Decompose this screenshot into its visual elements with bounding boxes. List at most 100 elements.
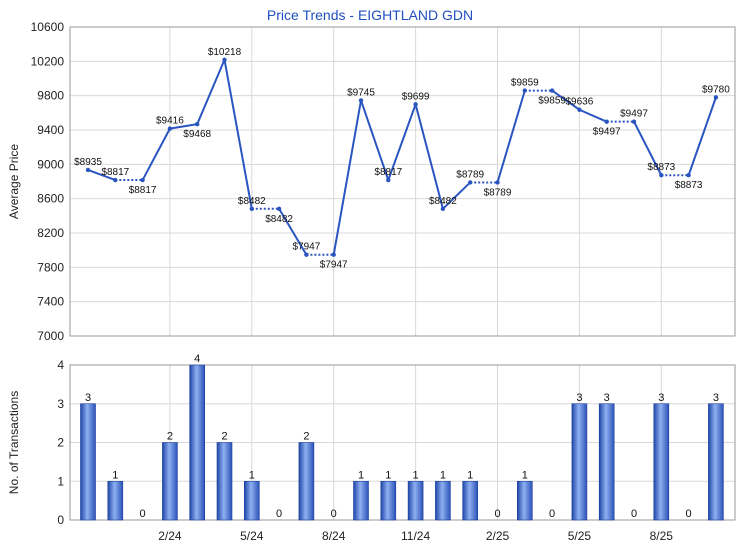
data-point [304,252,309,257]
x-tick-label: 2/25 [486,529,510,543]
line-segment [442,181,471,210]
y-tick-label: 7400 [37,295,64,309]
bar [216,442,233,521]
bar-value-label: 0 [331,508,337,520]
data-label: $9497 [593,127,621,138]
data-point [113,177,118,183]
line-segment [141,128,171,181]
data-point [85,167,91,173]
bar [653,403,670,521]
line-segment [196,59,226,125]
data-label: $10218 [208,47,242,58]
data-label: $9745 [347,87,375,98]
line-segment [633,121,663,176]
bar-value-label: 0 [494,508,500,520]
x-tick-label: 2/24 [158,529,182,543]
y-tick-label: 7000 [37,329,64,343]
data-label: $8817 [101,167,129,178]
line-segment [578,108,608,123]
data-label: $8789 [456,169,484,180]
bar [162,442,178,521]
line-segment [387,103,417,181]
data-point [495,180,500,185]
data-label: $8482 [238,196,266,207]
data-label: $7947 [320,260,348,271]
bar-value-label: 3 [713,392,719,404]
data-label: $8817 [374,167,402,178]
line-segment [360,100,390,181]
chart-title: Price Trends - EIGHTLAND GDN [267,7,473,23]
bar [407,480,424,521]
bar-value-label: 1 [249,469,255,481]
bar-value-label: 1 [522,469,528,481]
line-segment [414,104,444,210]
bar [353,480,369,521]
line-segment [169,123,198,130]
data-point [358,98,364,103]
y-tick-label: 9400 [37,123,64,137]
y-tick-label: 8200 [37,226,64,240]
data-label: $8482 [265,214,293,225]
line-segment [278,208,308,256]
y-tick-label: 2 [57,436,64,450]
data-point [222,57,227,62]
bar-value-label: 2 [221,431,227,443]
x-tick-label: 11/24 [401,529,430,543]
bar-value-label: 3 [604,392,610,404]
data-label: $9699 [402,91,430,102]
line-segment [223,59,253,209]
y-tick-label: 1 [57,474,64,488]
data-point [249,206,254,211]
data-label: $8817 [129,185,157,196]
data-point [167,126,173,131]
bar-value-label: 0 [276,508,282,520]
x-tick-label: 8/25 [650,529,674,543]
y-tick-label: 4 [57,358,64,372]
data-point [331,252,336,257]
data-point [195,121,200,127]
bar-value-label: 1 [467,469,473,481]
data-point [713,95,719,100]
data-label: $9780 [702,84,730,95]
data-label: $8873 [647,162,675,173]
data-point [686,173,691,178]
data-point [549,88,555,93]
data-label: $9468 [183,129,211,140]
bar [244,480,260,521]
bar [598,403,615,521]
line-segment [87,168,116,181]
data-label: $9859 [538,96,566,107]
data-label: $9416 [156,116,184,127]
bar-value-label: 3 [85,392,91,404]
plot-frame [69,26,736,337]
bar-value-label: 1 [413,469,419,481]
x-tick-label: 8/24 [322,529,346,543]
bar [516,480,533,521]
y-tick-label: 3 [57,397,64,411]
line-segment [551,89,580,111]
y-tick-label: 0 [57,513,64,527]
plot-frame [69,364,736,521]
data-label: $8789 [484,187,512,198]
line-segment [687,97,717,176]
bar [298,442,315,521]
data-label: $9636 [565,97,593,108]
data-label: $8873 [675,180,703,191]
data-label: $7947 [292,242,320,253]
data-point [440,206,446,211]
data-label: $8935 [74,157,102,168]
bar-value-label: 0 [631,508,637,520]
transactions-bar-panel: 0 1 2 3 4 2/24 5/24 8/24 11/24 2/25 5/25 8/25 No. of… [7,353,736,543]
bar-value-label: 1 [358,469,364,481]
data-point [577,107,582,112]
data-point [468,180,473,185]
bar [80,403,96,521]
bar-value-label: 0 [686,508,692,520]
y-tick-label: 9000 [37,157,64,171]
y-tick-label: 10200 [31,54,65,68]
bar [107,480,124,521]
data-point [386,177,391,183]
bar [571,403,588,521]
y-tick-label: 9800 [37,89,64,103]
